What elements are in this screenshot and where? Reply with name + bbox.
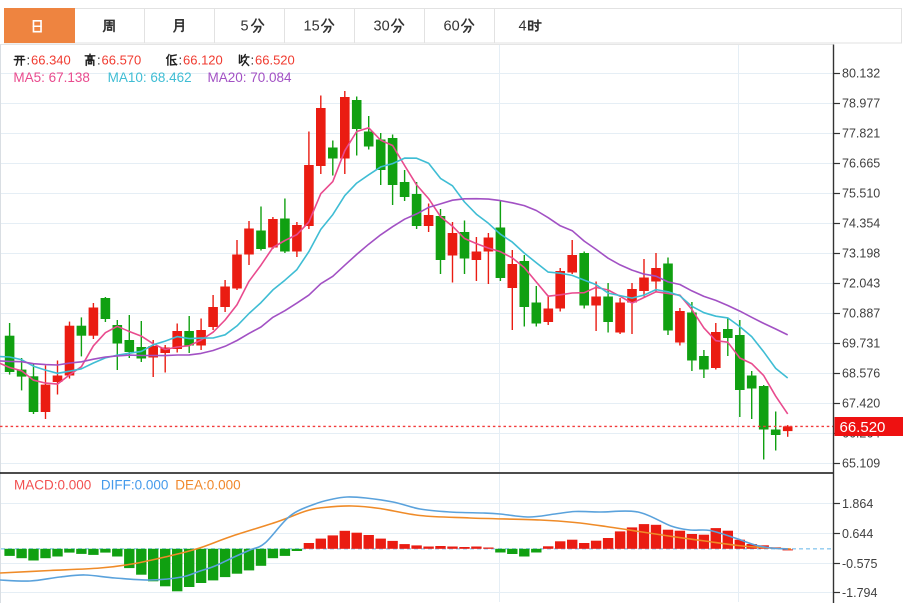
- svg-text:69.731: 69.731: [842, 337, 880, 351]
- svg-text:MA20: 70.084: MA20: 70.084: [208, 70, 293, 85]
- svg-text:72.043: 72.043: [842, 277, 880, 291]
- svg-text::: :: [27, 53, 31, 68]
- svg-text:MACD:0.000: MACD:0.000: [14, 478, 91, 493]
- svg-text:67.420: 67.420: [842, 397, 880, 411]
- svg-text:5: 5: [241, 19, 249, 35]
- svg-text::: :: [179, 53, 183, 68]
- svg-text::: :: [97, 53, 101, 68]
- svg-text:-1.794: -1.794: [842, 586, 877, 600]
- svg-text:30: 30: [374, 19, 390, 35]
- svg-text:66.520: 66.520: [840, 419, 886, 436]
- svg-text:60: 60: [444, 19, 460, 35]
- svg-text:75.510: 75.510: [842, 187, 880, 201]
- svg-text:DIFF:0.000: DIFF:0.000: [101, 478, 169, 493]
- svg-text:MA10: 68.462: MA10: 68.462: [108, 70, 192, 85]
- svg-text:-0.575: -0.575: [842, 557, 877, 571]
- svg-text:80.132: 80.132: [842, 67, 880, 81]
- svg-text:1.864: 1.864: [842, 497, 873, 511]
- svg-text:68.576: 68.576: [842, 367, 880, 381]
- svg-text:78.977: 78.977: [842, 97, 880, 111]
- svg-text:4: 4: [519, 19, 527, 35]
- svg-text:0.644: 0.644: [842, 527, 873, 541]
- svg-text:66.570: 66.570: [102, 53, 142, 68]
- svg-text:77.821: 77.821: [842, 127, 880, 141]
- svg-text:65.109: 65.109: [842, 457, 880, 471]
- svg-text:66.520: 66.520: [255, 53, 295, 68]
- svg-text:15: 15: [304, 19, 320, 35]
- svg-text:73.198: 73.198: [842, 247, 880, 261]
- svg-text::: :: [251, 53, 255, 68]
- svg-text:MA5: 67.138: MA5: 67.138: [13, 70, 90, 85]
- svg-text:70.887: 70.887: [842, 307, 880, 321]
- svg-text:66.340: 66.340: [31, 53, 71, 68]
- svg-text:76.665: 76.665: [842, 157, 880, 171]
- svg-text:74.354: 74.354: [842, 217, 880, 231]
- svg-text:DEA:0.000: DEA:0.000: [175, 478, 240, 493]
- svg-text:66.120: 66.120: [183, 53, 223, 68]
